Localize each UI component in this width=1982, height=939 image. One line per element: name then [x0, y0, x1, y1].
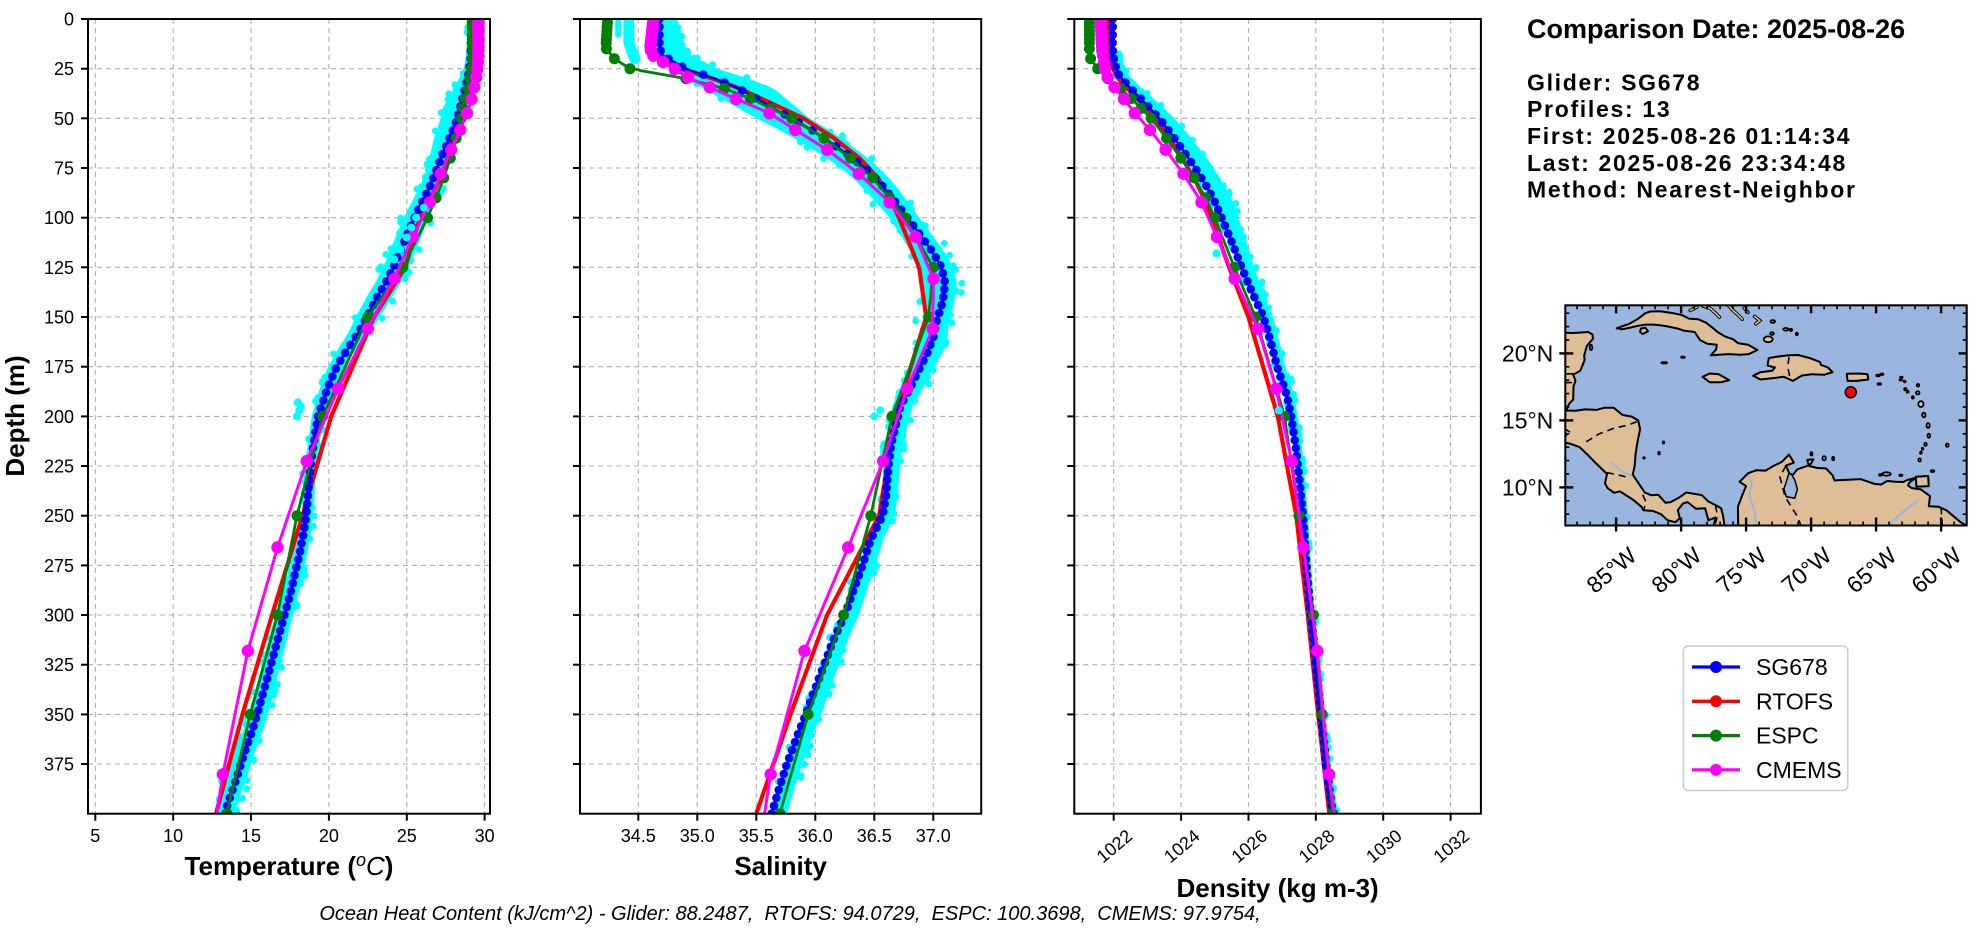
svg-text:30: 30 — [475, 826, 495, 846]
svg-text:35.0: 35.0 — [680, 826, 715, 846]
svg-text:Salinity: Salinity — [734, 851, 827, 881]
svg-text:Method: Nearest-Neighbor: Method: Nearest-Neighbor — [1527, 177, 1857, 203]
svg-text:0: 0 — [64, 10, 74, 30]
svg-text:25: 25 — [54, 59, 74, 79]
svg-text:15°N: 15°N — [1502, 407, 1553, 433]
svg-text:First: 2025-08-26 01:14:34: First: 2025-08-26 01:14:34 — [1527, 123, 1851, 149]
svg-text:CMEMS: CMEMS — [1756, 757, 1842, 783]
svg-text:150: 150 — [44, 308, 74, 328]
svg-text:175: 175 — [44, 357, 74, 377]
svg-text:15: 15 — [241, 826, 261, 846]
svg-text:10°N: 10°N — [1502, 474, 1553, 500]
svg-text:Comparison Date: 2025-08-26: Comparison Date: 2025-08-26 — [1527, 14, 1905, 44]
svg-text:225: 225 — [44, 457, 74, 477]
svg-text:Glider: SG678: Glider: SG678 — [1527, 69, 1701, 95]
svg-text:20°N: 20°N — [1502, 340, 1553, 366]
svg-text:275: 275 — [44, 556, 74, 576]
svg-text:50: 50 — [54, 109, 74, 129]
svg-text:25: 25 — [397, 826, 417, 846]
svg-text:200: 200 — [44, 407, 74, 427]
svg-text:Profiles: 13: Profiles: 13 — [1527, 96, 1671, 122]
svg-text:250: 250 — [44, 506, 74, 526]
svg-text:125: 125 — [44, 258, 74, 278]
svg-text:10: 10 — [163, 826, 183, 846]
svg-text:36.5: 36.5 — [857, 826, 892, 846]
svg-text:20: 20 — [319, 826, 339, 846]
svg-text:350: 350 — [44, 705, 74, 725]
svg-text:325: 325 — [44, 655, 74, 675]
svg-text:35.5: 35.5 — [739, 826, 774, 846]
svg-text:36.0: 36.0 — [798, 826, 833, 846]
svg-text:37.0: 37.0 — [916, 826, 951, 846]
svg-text:34.5: 34.5 — [621, 826, 656, 846]
svg-text:SG678: SG678 — [1756, 654, 1828, 680]
svg-text:RTOFS: RTOFS — [1756, 688, 1833, 714]
svg-text:Last: 2025-08-26 23:34:48: Last: 2025-08-26 23:34:48 — [1527, 150, 1847, 176]
svg-text:375: 375 — [44, 755, 74, 775]
svg-text:100: 100 — [44, 208, 74, 228]
svg-text:Depth (m): Depth (m) — [0, 355, 30, 476]
svg-text:ESPC: ESPC — [1756, 723, 1819, 749]
svg-text:Density (kg m-3): Density (kg m-3) — [1176, 873, 1378, 903]
svg-text:75: 75 — [54, 159, 74, 179]
svg-text:300: 300 — [44, 606, 74, 626]
svg-text:5: 5 — [90, 826, 100, 846]
svg-text:Ocean Heat Content (kJ/cm^2) -: Ocean Heat Content (kJ/cm^2) - Glider: 8… — [319, 903, 1260, 925]
